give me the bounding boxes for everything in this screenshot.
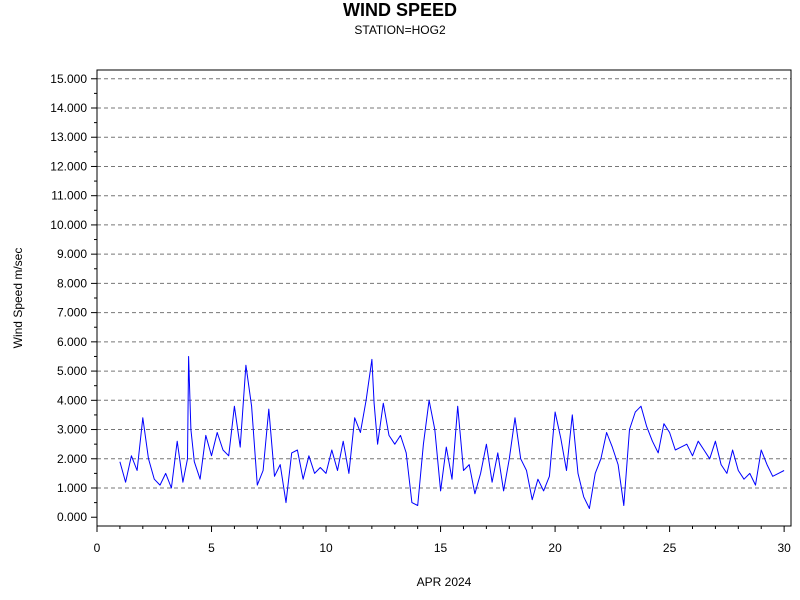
chart-subtitle: STATION=HOG2: [354, 23, 446, 37]
x-tick-label-4: 20: [548, 541, 562, 555]
x-tick-label-0: 0: [94, 541, 101, 555]
x-tick-label-6: 30: [777, 541, 791, 555]
x-tick-label-3: 15: [434, 541, 448, 555]
y-tick-label-0: 0.000: [57, 510, 87, 524]
x-tick-label-1: 5: [208, 541, 215, 555]
y-axis: 0.000 1.000 2.000 3.000 4.000 5.000 6.000 7.000…: [50, 72, 97, 524]
y-tick-label-7: 7.000: [57, 306, 87, 320]
grid-layer: [97, 78, 791, 489]
x-tick-label-2: 10: [319, 541, 333, 555]
series-line-0: [119, 356, 785, 509]
chart-title: WIND SPEED: [342, 0, 457, 20]
x-tick-label-5: 25: [663, 541, 677, 555]
y-tick-label-9: 9.000: [57, 247, 87, 261]
y-tick-label-8: 8.000: [57, 276, 87, 290]
y-tick-label-10: 10.000: [50, 218, 87, 232]
y-axis-label: Wind Speed m/sec: [11, 248, 25, 349]
x-axis: 0 5 10 15 20 25 30: [94, 526, 791, 555]
y-tick-label-13: 13.000: [50, 130, 87, 144]
y-tick-label-11: 11.000: [51, 189, 87, 203]
y-tick-label-12: 12.000: [50, 159, 87, 173]
y-tick-label-1: 1.000: [57, 481, 87, 495]
y-tick-label-3: 3.000: [57, 423, 87, 437]
x-axis-label: APR 2024: [417, 575, 472, 589]
y-tick-label-15: 15.000: [50, 72, 87, 86]
y-tick-label-5: 5.000: [57, 364, 87, 378]
y-tick-label-2: 2.000: [57, 452, 87, 466]
plot-frame: [96, 69, 792, 527]
y-tick-label-6: 6.000: [57, 335, 87, 349]
y-tick-label-14: 14.000: [50, 101, 87, 115]
series-layer: [119, 356, 785, 509]
y-tick-label-4: 4.000: [57, 393, 87, 407]
